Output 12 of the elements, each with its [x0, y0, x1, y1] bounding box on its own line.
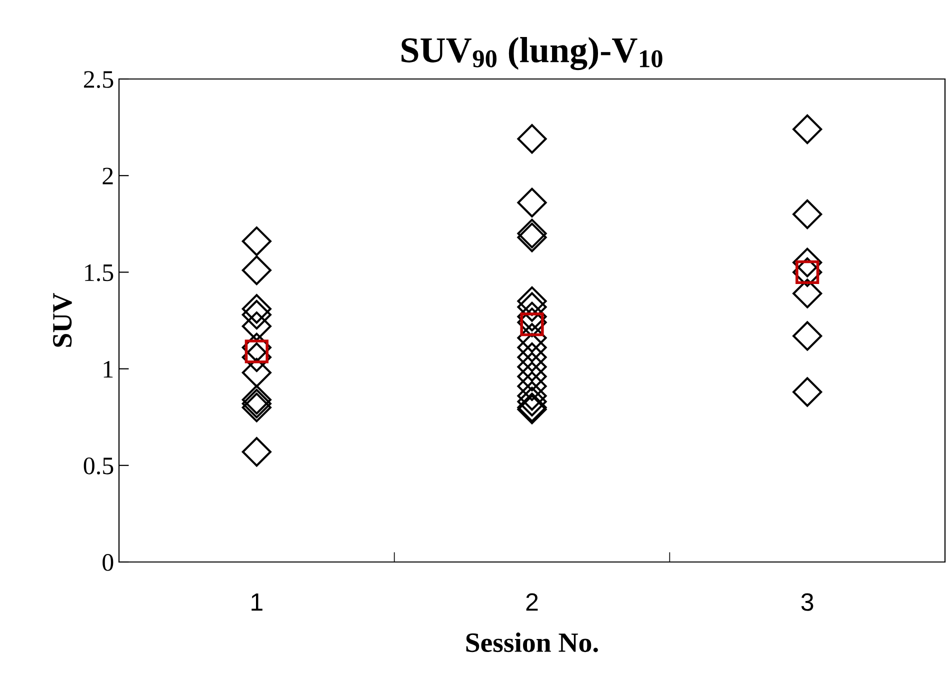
y-axis-title: SUV [53, 293, 72, 347]
y-tick-label: 2.5 [84, 71, 114, 88]
y-tick-label: 0 [102, 554, 114, 571]
y-tick-label: 1.5 [85, 264, 114, 282]
y-tick-label: 1 [104, 360, 113, 378]
x-tick-label: 3 [801, 593, 814, 611]
y-tick-label: 0.5 [84, 457, 114, 474]
y-tick-label: 2 [102, 168, 113, 184]
x-axis-title: Session No. [466, 632, 598, 652]
x-tick-label: 2 [526, 593, 538, 611]
x-tick-label: 1 [252, 593, 262, 611]
chart-title: SUV$_{90}$ (lung)-V$_{10}$ [402, 37, 662, 70]
